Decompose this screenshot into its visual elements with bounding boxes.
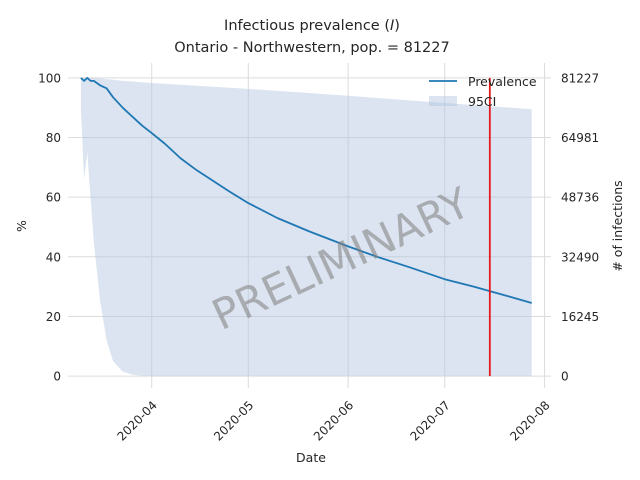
y-axis-label-left: % [14, 220, 29, 232]
y-tick-label-left: 0 [53, 370, 61, 384]
y-tick-label-right: 16245 [561, 310, 599, 324]
y-tick-label-right: 81227 [561, 71, 599, 85]
y-tick-label-right: 64981 [561, 131, 599, 145]
legend-swatch-95ci [429, 96, 457, 106]
y-tick-label-left: 80 [46, 131, 61, 145]
ci-band [80, 77, 532, 377]
legend: Prevalence 95CI [429, 74, 537, 109]
y-tick-label-right: 32490 [561, 250, 599, 264]
chart-title-symbol: I [390, 18, 394, 34]
y-axis-label-right: # of infections [610, 180, 625, 271]
prevalence-line [80, 77, 532, 304]
chart-title: Infectious prevalence (I) [224, 18, 400, 34]
y-tick-label-left: 20 [46, 310, 61, 324]
legend-label-prevalence: Prevalence [468, 74, 537, 89]
y-tick-label-right: 48736 [561, 191, 599, 205]
grid [68, 63, 551, 388]
y-tick-label-right: 0 [561, 370, 569, 384]
chart-subtitle: Ontario - Northwestern, pop. = 81227 [174, 40, 449, 56]
y-tick-label-left: 60 [46, 191, 61, 205]
y-tick-label-left: 40 [46, 250, 61, 264]
x-axis-label: Date [296, 450, 326, 465]
ci-band-layer [80, 77, 532, 377]
line-layer [80, 77, 532, 304]
y-tick-label-left: 100 [38, 71, 61, 85]
legend-label-95ci: 95CI [468, 94, 496, 109]
